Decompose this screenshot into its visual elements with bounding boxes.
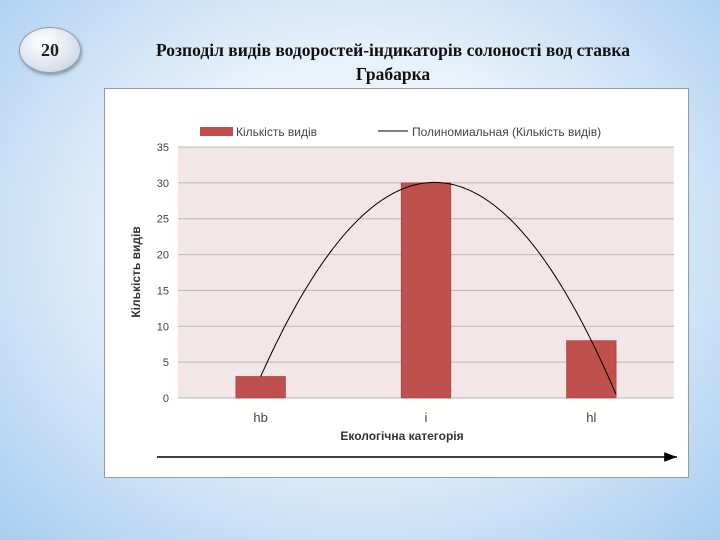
y-tick-label: 35 — [157, 142, 169, 154]
y-tick-label: 20 — [157, 250, 169, 262]
x-axis-label: Екологічна категорія — [340, 429, 463, 443]
slide-title-line-2: Грабарка — [355, 64, 431, 84]
bars — [235, 182, 617, 399]
y-tick-label: 5 — [163, 357, 169, 369]
legend-label-trendline: Полиномиальная (Кількість видів) — [412, 125, 601, 139]
slide-number-badge: 20 — [19, 27, 81, 73]
legend-label-bars: Кількість видів — [236, 125, 317, 139]
bar-hb — [235, 376, 286, 399]
x-tick-label: hl — [586, 410, 596, 425]
y-axis-label: Кількість видів — [129, 226, 143, 317]
x-tick-label: i — [425, 410, 428, 425]
bar-i — [400, 182, 452, 399]
y-tick-label: 10 — [157, 321, 169, 333]
y-tick-label: 0 — [163, 393, 169, 405]
legend-swatch-bars — [200, 127, 233, 136]
y-tick-label: 30 — [157, 178, 169, 190]
polynomial-trendline — [260, 181, 617, 395]
slide-title-line-1: Розподіл видів водоростей-індикаторів со… — [155, 40, 631, 60]
slide-number: 20 — [41, 39, 59, 60]
y-tick-label: 25 — [157, 214, 169, 226]
y-tick-labels: 0 5 10 15 20 25 30 35 — [157, 142, 169, 405]
slide-title: Розподіл видів водоростей-індикаторів со… — [108, 38, 678, 86]
bar-hl — [566, 340, 617, 399]
x-tick-labels: hb i hl — [253, 410, 596, 425]
y-tick-label: 15 — [157, 285, 169, 297]
legend: Кількість видів Полиномиальная (Кількіст… — [200, 125, 601, 139]
x-tick-label: hb — [253, 410, 267, 425]
